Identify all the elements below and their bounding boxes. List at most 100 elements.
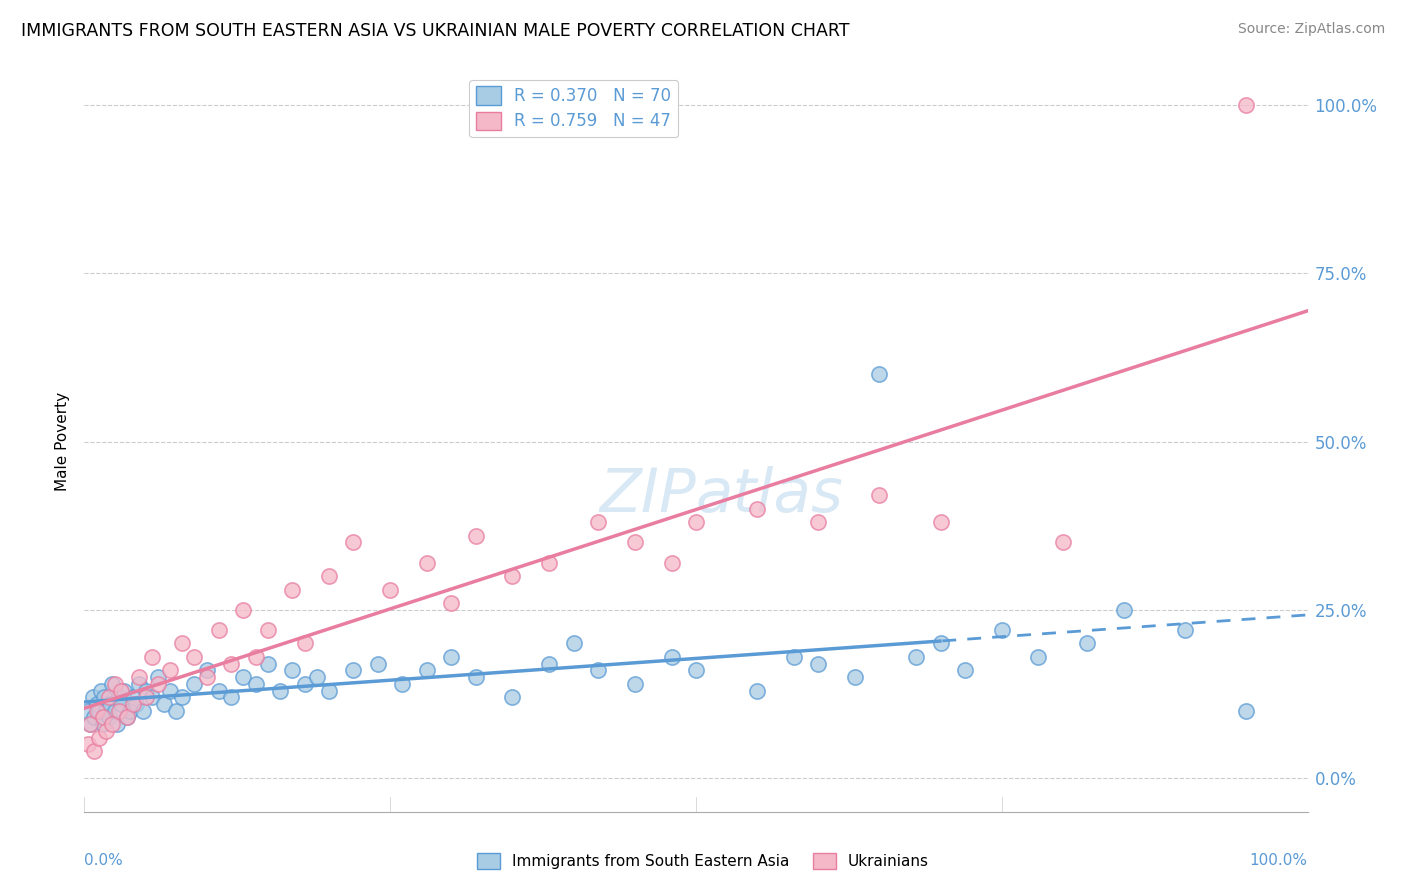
Point <box>929 516 952 530</box>
Point <box>87 731 110 745</box>
Point <box>685 516 707 530</box>
Point <box>807 657 830 671</box>
Point <box>86 697 108 711</box>
Point <box>172 636 194 650</box>
Point <box>502 569 524 583</box>
Point <box>79 717 101 731</box>
Point <box>195 664 218 678</box>
Point <box>318 683 340 698</box>
Point <box>685 664 707 678</box>
Point <box>661 556 683 570</box>
Point <box>245 677 267 691</box>
Point <box>183 677 205 691</box>
Point <box>165 704 187 718</box>
Text: Source: ZipAtlas.com: Source: ZipAtlas.com <box>1237 22 1385 37</box>
Text: 100.0%: 100.0% <box>1250 854 1308 869</box>
Point <box>747 501 769 516</box>
Point <box>318 569 340 583</box>
Point <box>146 670 169 684</box>
Point <box>245 649 267 664</box>
Point <box>96 704 118 718</box>
Point <box>342 535 364 549</box>
Point <box>172 690 194 705</box>
Point <box>416 556 439 570</box>
Point <box>159 664 181 678</box>
Point <box>141 690 163 705</box>
Point <box>342 664 364 678</box>
Text: IMMIGRANTS FROM SOUTH EASTERN ASIA VS UKRAINIAN MALE POVERTY CORRELATION CHART: IMMIGRANTS FROM SOUTH EASTERN ASIA VS UK… <box>21 22 849 40</box>
Point <box>208 683 231 698</box>
Point <box>464 670 486 684</box>
Point <box>586 516 609 530</box>
Point <box>367 657 389 671</box>
Point <box>294 677 316 691</box>
Text: 0.0%: 0.0% <box>84 854 124 869</box>
Point <box>105 717 128 731</box>
Point <box>1174 623 1197 637</box>
Y-axis label: Male Poverty: Male Poverty <box>55 392 70 491</box>
Point <box>90 683 112 698</box>
Point <box>135 683 157 698</box>
Point <box>219 690 242 705</box>
Point <box>929 636 952 650</box>
Point <box>82 690 104 705</box>
Point <box>159 683 181 698</box>
Point <box>562 636 585 650</box>
Point <box>83 744 105 758</box>
Point <box>101 717 124 731</box>
Point <box>232 603 254 617</box>
Point <box>440 649 463 664</box>
Point <box>104 704 127 718</box>
Point <box>305 670 328 684</box>
Point <box>844 670 866 684</box>
Point <box>391 677 413 691</box>
Point <box>115 710 138 724</box>
Point <box>502 690 524 705</box>
Point <box>104 677 127 691</box>
Legend: Immigrants from South Eastern Asia, Ukrainians: Immigrants from South Eastern Asia, Ukra… <box>471 847 935 875</box>
Point <box>869 368 891 382</box>
Text: ZIP: ZIP <box>599 466 696 524</box>
Point <box>747 683 769 698</box>
Point <box>783 649 806 664</box>
Point <box>1236 98 1258 112</box>
Point <box>416 664 439 678</box>
Point <box>97 690 120 705</box>
Point <box>128 670 150 684</box>
Point <box>122 697 145 711</box>
Point <box>624 677 647 691</box>
Point <box>98 697 121 711</box>
Point <box>624 535 647 549</box>
Point <box>269 683 291 698</box>
Point <box>219 657 242 671</box>
Point <box>807 516 830 530</box>
Point <box>135 690 157 705</box>
Point <box>101 677 124 691</box>
Point <box>905 649 928 664</box>
Point <box>91 710 114 724</box>
Point <box>183 649 205 664</box>
Legend: R = 0.370   N = 70, R = 0.759   N = 47: R = 0.370 N = 70, R = 0.759 N = 47 <box>470 79 678 137</box>
Point <box>869 488 891 502</box>
Point <box>93 690 115 705</box>
Point <box>281 664 304 678</box>
Point <box>153 697 176 711</box>
Point <box>991 623 1014 637</box>
Point <box>83 710 105 724</box>
Point <box>141 649 163 664</box>
Point <box>1114 603 1136 617</box>
Point <box>77 738 100 752</box>
Point <box>79 717 101 731</box>
Point <box>1076 636 1098 650</box>
Point <box>257 623 280 637</box>
Point <box>87 704 110 718</box>
Point <box>91 717 114 731</box>
Point <box>110 683 132 698</box>
Point <box>257 657 280 671</box>
Point <box>1028 649 1050 664</box>
Point <box>953 664 976 678</box>
Point <box>281 582 304 597</box>
Point <box>115 710 138 724</box>
Point <box>110 697 132 711</box>
Point <box>107 704 129 718</box>
